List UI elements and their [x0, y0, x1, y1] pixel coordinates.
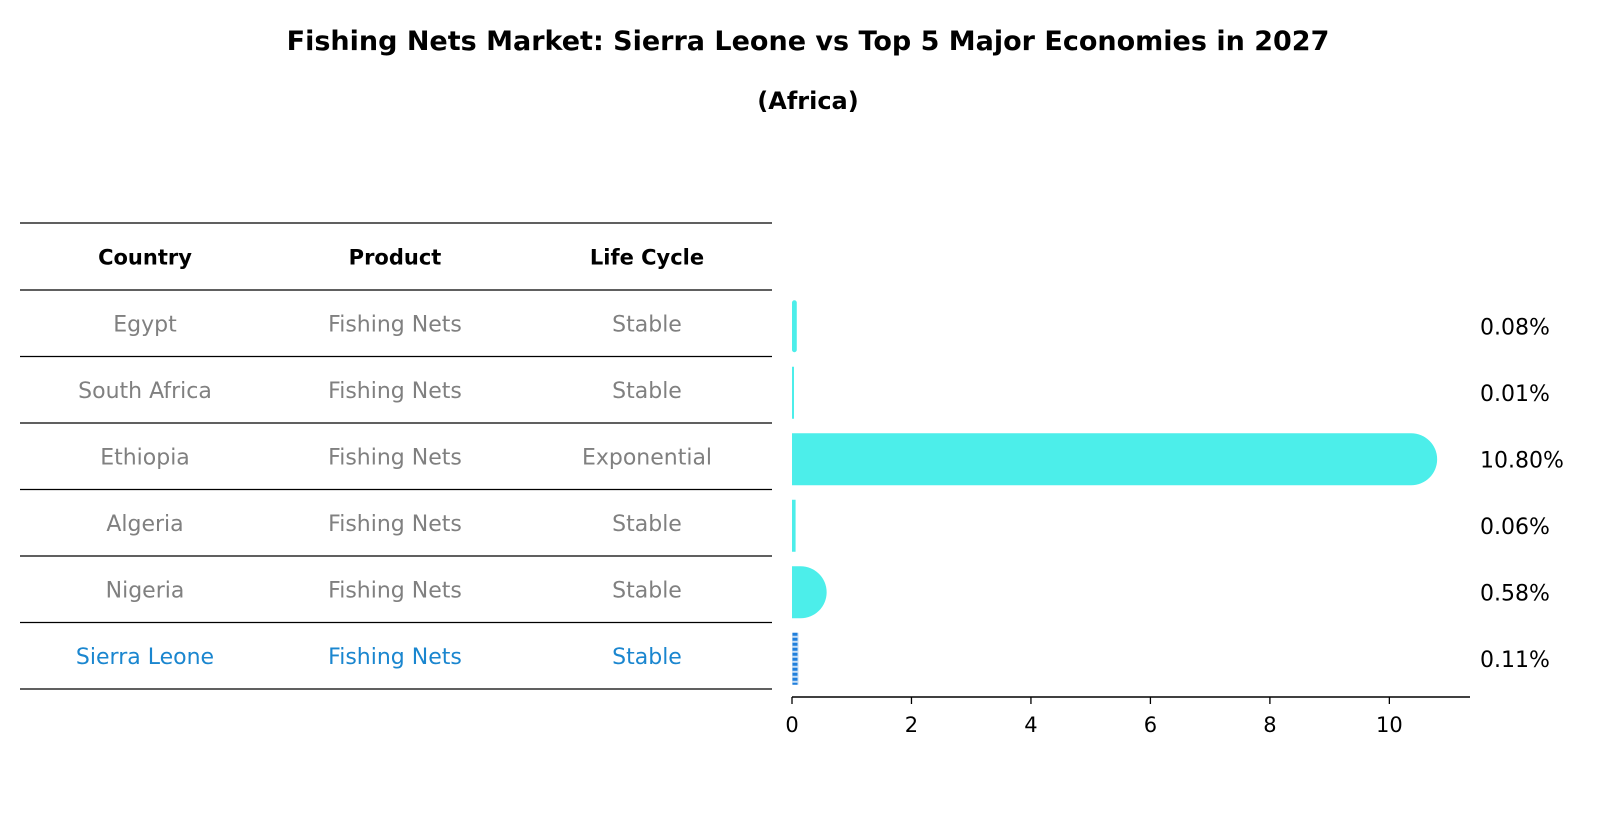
x-axis: 0 2 4 6 8 10 — [785, 696, 1470, 737]
table-cell: Sierra Leone — [76, 645, 214, 670]
bar-value-label: 0.58% — [1480, 581, 1550, 606]
bar-value-label: 0.11% — [1480, 648, 1550, 673]
table-cell: Ethiopia — [100, 445, 190, 470]
bar — [792, 300, 797, 353]
x-tick-label: 2 — [905, 713, 918, 737]
table-cell: Fishing Nets — [328, 645, 462, 670]
table-header-cell: Product — [349, 246, 442, 270]
bar-value-label: 10.80% — [1480, 448, 1564, 473]
table-cell: Stable — [612, 312, 682, 337]
x-tick-label: 0 — [785, 713, 798, 737]
x-tick-label: 4 — [1024, 713, 1037, 737]
bar — [792, 366, 794, 419]
x-tick-label: 10 — [1376, 713, 1403, 737]
data-table: Country Product Life Cycle Egypt Fishing Net… — [20, 222, 772, 690]
bar — [792, 433, 1438, 486]
bar — [792, 566, 827, 619]
chart-subtitle: (Africa) — [757, 87, 858, 115]
bar-series: 0.08% 0.01% 10.80% 0.06% 0.58% 0.11% — [792, 300, 1564, 685]
table-cell: Stable — [612, 645, 682, 670]
chart-title: Fishing Nets Market: Sierra Leone vs Top… — [287, 26, 1330, 57]
table-cell: Nigeria — [106, 578, 185, 603]
table-cell: Fishing Nets — [328, 578, 462, 603]
table-cell: Exponential — [582, 445, 712, 470]
x-tick-label: 8 — [1263, 713, 1276, 737]
table-header-cell: Life Cycle — [590, 246, 704, 270]
table-cell: Algeria — [106, 512, 183, 537]
table-cell: Fishing Nets — [328, 379, 462, 404]
table-cell: Stable — [612, 379, 682, 404]
bar-value-label: 0.01% — [1480, 382, 1550, 407]
table-cell: Stable — [612, 512, 682, 537]
table-cell: Egypt — [113, 312, 177, 337]
bar-value-label: 0.06% — [1480, 515, 1550, 540]
table-cell: Fishing Nets — [328, 312, 462, 337]
table-cell: Stable — [612, 578, 682, 603]
table-header-cell: Country — [98, 246, 192, 270]
x-tick-label: 6 — [1144, 713, 1157, 737]
bar — [792, 499, 796, 552]
table-cell: South Africa — [78, 379, 212, 404]
table-cell: Fishing Nets — [328, 445, 462, 470]
table-cell: Fishing Nets — [328, 512, 462, 537]
bar-value-label: 0.08% — [1480, 315, 1550, 340]
